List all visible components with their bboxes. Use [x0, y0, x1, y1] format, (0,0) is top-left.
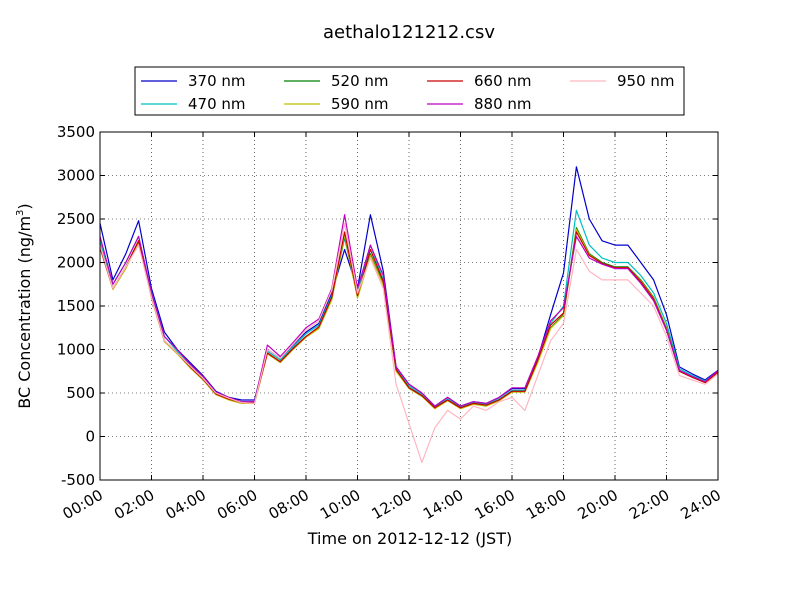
y-tick-label: 500 — [66, 384, 95, 402]
axis-ticks — [99, 131, 719, 481]
legend-label-5: 880 nm — [474, 95, 532, 113]
y-tick-label: 3000 — [57, 167, 95, 185]
legend-box — [134, 66, 685, 116]
legend-label-1: 470 nm — [188, 95, 246, 113]
legend-label-4: 660 nm — [474, 72, 532, 90]
grid-lines — [100, 132, 718, 480]
y-axis-label: BC Concentration (ng/m3) — [15, 203, 34, 408]
y-tick-label: 2500 — [57, 210, 95, 228]
legend-label-0: 370 nm — [188, 72, 246, 90]
legend: 370 nm 470 nm 520 nm 590 nm 660 nm 880 nm 950 … — [134, 66, 685, 116]
x-axis-label: Time on 2012-12-12 (JST) — [307, 529, 512, 548]
y-axis-label-close: ) — [15, 203, 34, 209]
y-tick-label: 0 — [85, 428, 95, 446]
plot-area — [99, 131, 719, 481]
series-line-6 — [99, 222, 719, 464]
legend-label-3: 590 nm — [331, 95, 389, 113]
y-axis-label-main: BC Concentration (ng/m — [15, 216, 34, 409]
y-tick-label: 3500 — [57, 123, 95, 141]
series-line-5 — [99, 214, 719, 407]
y-tick-label: 2000 — [57, 254, 95, 272]
y-tick-label: 1000 — [57, 341, 95, 359]
legend-label-2: 520 nm — [331, 72, 389, 90]
series-lines — [99, 166, 719, 464]
y-axis-label-sup: 3 — [15, 210, 26, 216]
y-tick-label: -500 — [61, 471, 95, 489]
chart-title: aethalo121212.csv — [323, 22, 495, 43]
legend-label-6: 950 nm — [617, 72, 675, 90]
y-tick-label: 1500 — [57, 297, 95, 315]
